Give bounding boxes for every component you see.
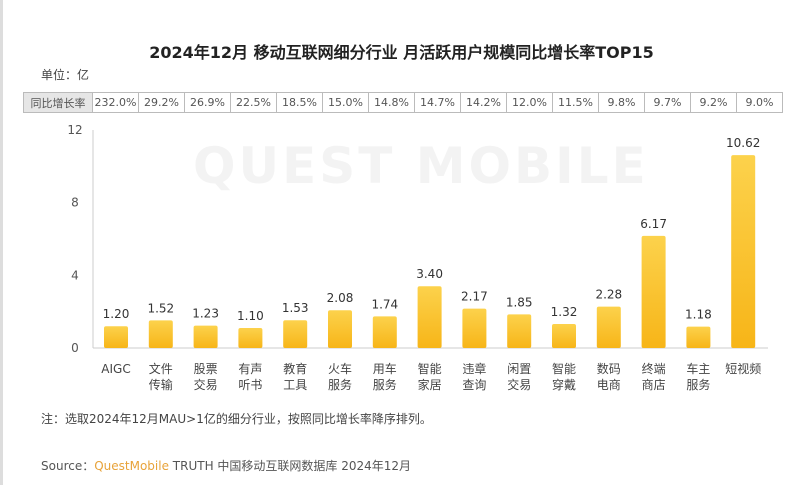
- x-tick-label: 闲置: [507, 362, 531, 376]
- footnote: 注：选取2024年12月MAU>1亿的细分行业，按照同比增长率降序排列。: [41, 412, 432, 426]
- source-brand: QuestMobile: [94, 459, 169, 473]
- x-tick-label: 有声: [238, 362, 262, 376]
- bar: [283, 320, 308, 348]
- data-label: 2.28: [595, 288, 622, 302]
- x-tick-label: 短视频: [725, 361, 761, 376]
- bar: [731, 155, 756, 348]
- x-tick-label: 交易: [194, 377, 218, 392]
- x-tick-label: 服务: [373, 377, 397, 392]
- bar: [238, 328, 263, 348]
- growth-cell: 232.0%: [92, 92, 139, 113]
- x-tick-label: 商店: [642, 377, 666, 392]
- x-tick-label: 火车: [328, 361, 352, 376]
- x-tick-label: 听书: [238, 378, 262, 392]
- bar: [193, 325, 218, 348]
- bar: [328, 310, 352, 348]
- x-tick-label: 股票: [194, 362, 218, 376]
- chart-title: 2024年12月 移动互联网细分行业 月活跃用户规模同比增长率TOP15: [149, 43, 654, 62]
- y-tick-label: 0: [71, 341, 79, 355]
- growth-cell: 26.9%: [184, 92, 231, 113]
- x-tick-label: 查询: [462, 378, 486, 392]
- growth-cell: 9.8%: [598, 92, 645, 113]
- growth-cell: 12.0%: [506, 92, 553, 113]
- x-tick-label: 智能: [418, 361, 442, 376]
- x-tick-label: AIGC: [101, 362, 130, 376]
- x-tick-label: 违章: [462, 361, 486, 376]
- data-label: 1.52: [147, 301, 174, 315]
- growth-cell: 15.0%: [322, 92, 369, 113]
- x-tick-label: 家居: [418, 377, 442, 392]
- x-tick-label: 电商: [597, 377, 621, 392]
- y-tick-label: 8: [71, 196, 79, 210]
- x-tick-label: 服务: [328, 377, 352, 392]
- growth-table-header: 同比增长率: [23, 92, 93, 113]
- bar: [417, 286, 442, 348]
- bar: [552, 324, 576, 348]
- growth-cell: 9.7%: [644, 92, 691, 113]
- bar: [686, 326, 711, 348]
- data-label: 1.18: [685, 308, 712, 322]
- data-label: 1.74: [371, 297, 398, 311]
- data-label: 2.08: [327, 291, 354, 305]
- data-label: 1.20: [103, 307, 130, 321]
- x-tick-label: 车主: [686, 361, 710, 376]
- x-tick-label: 工具: [283, 378, 307, 392]
- bar: [148, 320, 173, 348]
- growth-cell: 9.0%: [736, 92, 783, 113]
- data-label: 1.10: [237, 309, 264, 323]
- bar: [104, 326, 128, 348]
- x-tick-label: 文件: [149, 361, 173, 376]
- watermark: QUEST MOBILE: [193, 137, 649, 195]
- bar-chart: 048121.20AIGC1.52文件传输1.23股票交易1.10有声听书1.5…: [67, 123, 768, 392]
- x-tick-label: 用车: [373, 361, 397, 376]
- growth-cell: 18.5%: [276, 92, 323, 113]
- x-tick-label: 终端: [642, 361, 666, 376]
- source-rest: TRUTH 中国移动互联网数据库 2024年12月: [168, 459, 412, 473]
- data-label: 6.17: [640, 217, 667, 231]
- growth-cell: 22.5%: [230, 92, 277, 113]
- growth-cell: 14.8%: [368, 92, 415, 113]
- bar: [372, 316, 397, 348]
- growth-cell: 9.2%: [690, 92, 737, 113]
- x-tick-label: 教育: [283, 361, 307, 376]
- data-label: 1.23: [192, 307, 219, 321]
- data-label: 2.17: [461, 290, 488, 304]
- unit-label: 单位：亿: [41, 68, 90, 82]
- growth-cell: 29.2%: [138, 92, 185, 113]
- data-label: 1.85: [506, 295, 533, 309]
- x-tick-label: 传输: [149, 377, 173, 392]
- bar: [462, 308, 487, 348]
- y-tick-label: 4: [71, 268, 79, 282]
- data-label: 1.32: [551, 305, 578, 319]
- y-tick-label: 12: [67, 123, 82, 137]
- bar: [596, 306, 621, 348]
- bar: [641, 235, 666, 348]
- growth-table: 同比增长率 232.0% 29.2% 26.9% 22.5% 18.5% 15.0% 14.…: [23, 92, 783, 113]
- x-tick-label: 服务: [686, 377, 710, 392]
- source-prefix: Source：: [41, 459, 95, 473]
- data-label: 10.62: [726, 136, 760, 150]
- data-label: 1.53: [282, 301, 309, 315]
- bar: [507, 314, 532, 348]
- x-tick-label: 数码: [597, 361, 621, 376]
- x-tick-label: 智能: [552, 361, 576, 376]
- x-tick-label: 交易: [507, 377, 531, 392]
- source-line: Source：QuestMobile TRUTH 中国移动互联网数据库 2024…: [41, 457, 411, 474]
- x-tick-label: 穿戴: [552, 377, 576, 392]
- data-label: 3.40: [416, 267, 443, 281]
